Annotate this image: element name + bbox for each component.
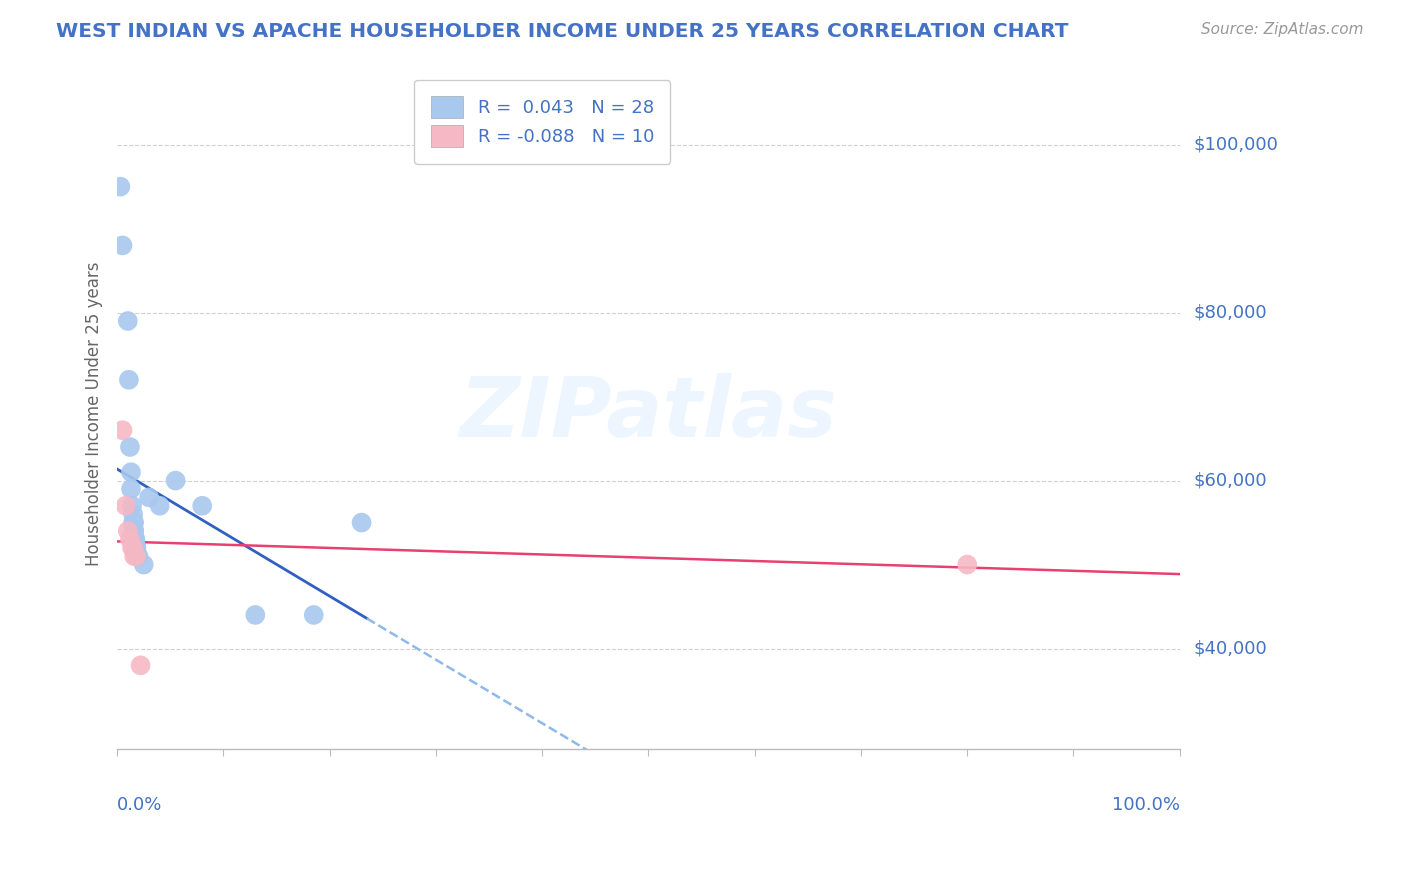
- Point: [120, 482, 142, 496]
- Point: [117, 524, 139, 538]
- Point: [129, 658, 152, 673]
- Point: [118, 533, 141, 547]
- Point: [245, 607, 267, 622]
- Text: Source: ZipAtlas.com: Source: ZipAtlas.com: [1201, 22, 1364, 37]
- Point: [117, 314, 139, 328]
- Point: [302, 607, 325, 622]
- Point: [121, 541, 143, 555]
- Text: $100,000: $100,000: [1194, 136, 1278, 153]
- Point: [125, 549, 148, 564]
- Point: [125, 541, 148, 555]
- Point: [124, 541, 146, 555]
- Point: [956, 558, 979, 572]
- Text: $80,000: $80,000: [1194, 303, 1267, 322]
- Point: [122, 541, 145, 555]
- Point: [125, 541, 148, 555]
- Point: [110, 179, 132, 194]
- Point: [111, 423, 134, 437]
- Point: [122, 524, 145, 538]
- Point: [132, 558, 155, 572]
- Text: ZIPatlas: ZIPatlas: [460, 373, 838, 454]
- Text: WEST INDIAN VS APACHE HOUSEHOLDER INCOME UNDER 25 YEARS CORRELATION CHART: WEST INDIAN VS APACHE HOUSEHOLDER INCOME…: [56, 22, 1069, 41]
- Text: $60,000: $60,000: [1194, 472, 1267, 490]
- Point: [120, 465, 142, 479]
- Point: [118, 373, 141, 387]
- Point: [122, 524, 145, 538]
- Point: [191, 499, 214, 513]
- Point: [121, 499, 143, 513]
- Point: [127, 549, 149, 564]
- Point: [165, 474, 187, 488]
- Y-axis label: Householder Income Under 25 years: Householder Income Under 25 years: [86, 261, 103, 566]
- Point: [122, 516, 145, 530]
- Point: [122, 507, 145, 521]
- Legend: R =  0.043   N = 28, R = -0.088   N = 10: R = 0.043 N = 28, R = -0.088 N = 10: [415, 79, 671, 163]
- Point: [149, 499, 172, 513]
- Point: [350, 516, 373, 530]
- Point: [114, 499, 136, 513]
- Text: 0.0%: 0.0%: [117, 796, 163, 814]
- Point: [122, 516, 145, 530]
- Point: [118, 440, 141, 454]
- Point: [111, 238, 134, 252]
- Point: [124, 533, 146, 547]
- Point: [138, 491, 160, 505]
- Text: 100.0%: 100.0%: [1112, 796, 1180, 814]
- Point: [122, 549, 145, 564]
- Point: [124, 533, 146, 547]
- Text: $40,000: $40,000: [1194, 640, 1267, 657]
- Point: [127, 549, 149, 564]
